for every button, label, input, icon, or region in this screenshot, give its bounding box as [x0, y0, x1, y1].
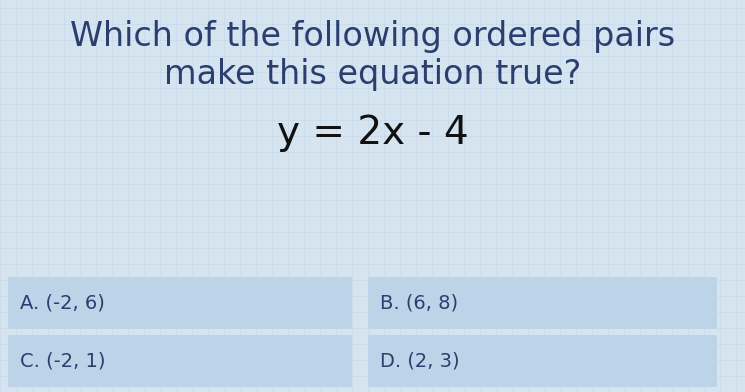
Text: C. (-2, 1): C. (-2, 1) — [20, 352, 106, 370]
Text: make this equation true?: make this equation true? — [164, 58, 581, 91]
FancyBboxPatch shape — [368, 335, 717, 387]
Text: B. (6, 8): B. (6, 8) — [380, 294, 458, 312]
Text: Which of the following ordered pairs: Which of the following ordered pairs — [70, 20, 675, 53]
Text: D. (2, 3): D. (2, 3) — [380, 352, 460, 370]
FancyBboxPatch shape — [8, 335, 352, 387]
FancyBboxPatch shape — [8, 277, 352, 329]
Text: A. (-2, 6): A. (-2, 6) — [20, 294, 105, 312]
FancyBboxPatch shape — [368, 277, 717, 329]
Text: y = 2x - 4: y = 2x - 4 — [276, 114, 469, 152]
